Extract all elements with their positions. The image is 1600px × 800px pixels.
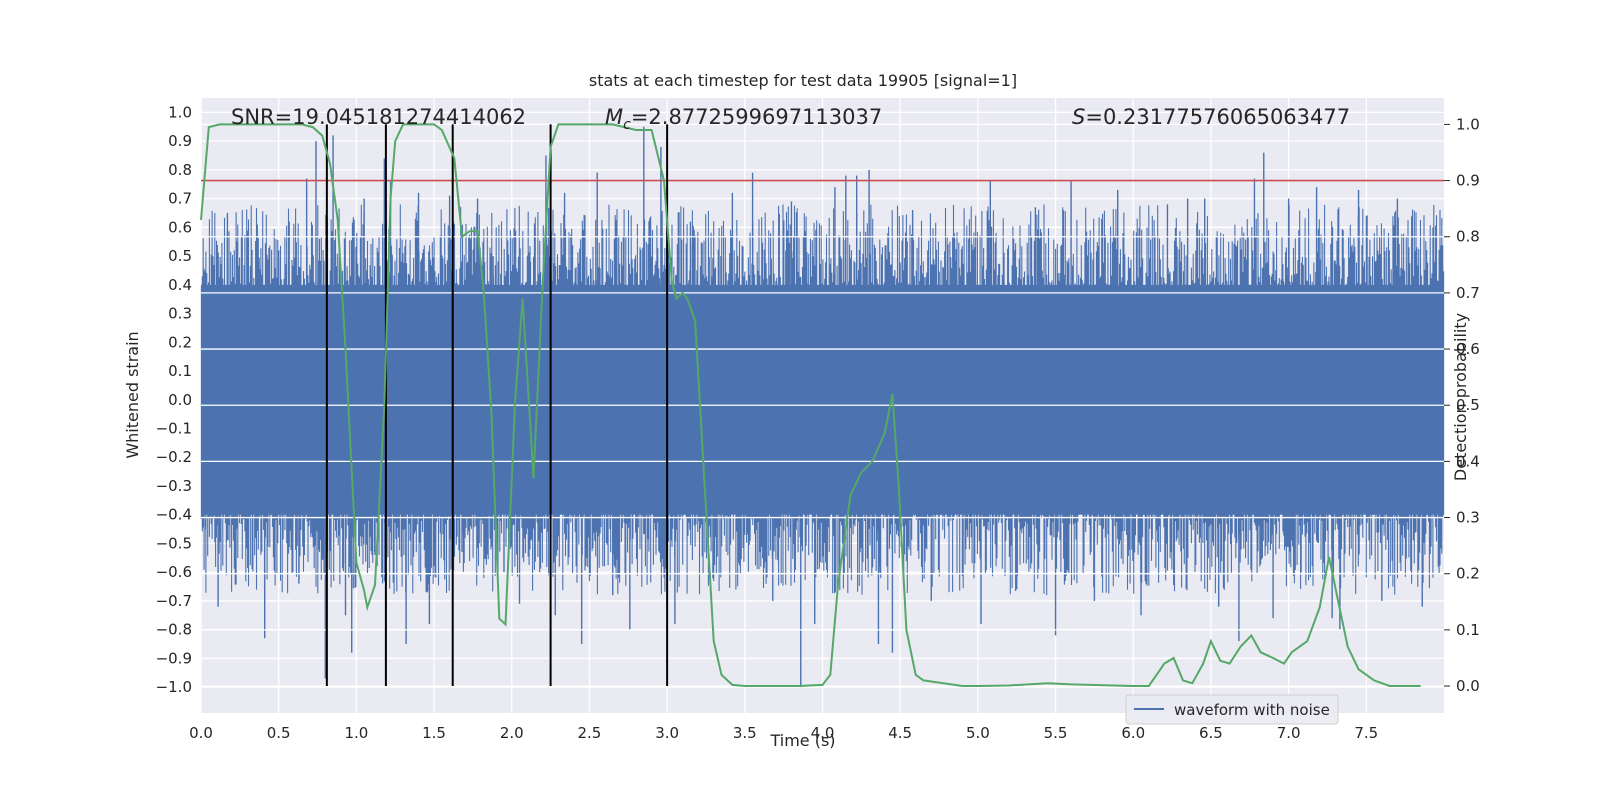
x-tick-label: 0.0: [189, 724, 213, 742]
y-tick-labels: 1.0 0.9 0.8 0.7 0.6 0.5 0.4 0.3 0.2 0.1 0.0 −0.1 −0.…: [156, 103, 192, 696]
x-tick-label: 2.0: [500, 724, 524, 742]
x-tick-label: 0.5: [267, 724, 291, 742]
right-tick-label: 1.0: [1456, 115, 1480, 133]
right-tick-label: 0.6: [1456, 340, 1480, 358]
x-tick-labels: 0.0 0.5 1.0 1.5 2.0 2.5 3.0 3.5 4.0 4.5 5.0 5.5 6.0 6…: [189, 724, 1378, 742]
y-tick-label: −0.2: [156, 448, 192, 466]
x-tick-label: 4.5: [888, 724, 912, 742]
y-tick-label: 0.3: [168, 305, 192, 323]
right-tick-label: 0.5: [1456, 396, 1480, 414]
right-tick-label: 0.7: [1456, 284, 1480, 302]
right-tick-label: 0.9: [1456, 172, 1480, 190]
y-tick-label: 0.2: [168, 333, 192, 351]
waveform-series: [200, 126, 1445, 688]
score-symbol: S: [1072, 105, 1085, 129]
snr-annotation: SNR=19.045181274414062: [231, 105, 526, 129]
y-tick-label: −0.6: [156, 563, 192, 581]
right-tick-label: 0.4: [1456, 452, 1480, 470]
x-tick-label: 4.0: [811, 724, 835, 742]
x-tick-label: 5.5: [1044, 724, 1068, 742]
right-tick-label: 0.2: [1456, 565, 1480, 583]
y-tick-label: 0.7: [168, 190, 192, 208]
x-tick-label: 3.0: [655, 724, 679, 742]
x-tick-label: 2.5: [578, 724, 602, 742]
legend-label: waveform with noise: [1174, 701, 1330, 719]
right-axis-label: Detection probability: [1451, 313, 1470, 481]
chart-title: stats at each timestep for test data 199…: [589, 71, 1017, 90]
x-tick-label: 1.0: [344, 724, 368, 742]
y-tick-label: 0.9: [168, 132, 192, 150]
right-tick-label: 0.0: [1456, 677, 1480, 695]
y-tick-label: −0.9: [156, 649, 192, 667]
x-axis-label: Time (s): [769, 731, 835, 750]
right-tick-label: 0.1: [1456, 621, 1480, 639]
score-annotation: S=0.23177576065063477: [1072, 105, 1350, 129]
y-tick-label: −0.8: [156, 621, 192, 639]
x-tick-label: 1.5: [422, 724, 446, 742]
right-tick-label: 0.3: [1456, 509, 1480, 527]
y-tick-label: 0.0: [168, 391, 192, 409]
right-tick-label: 0.8: [1456, 228, 1480, 246]
y-tick-label: 0.6: [168, 218, 192, 236]
y-tick-label: −0.3: [156, 477, 192, 495]
right-tick-labels: 1.0 0.9 0.8 0.7 0.6 0.5 0.4 0.3 0.2 0.1 0.0: [1444, 115, 1480, 695]
y-tick-label: 0.1: [168, 362, 192, 380]
y-tick-label: −0.4: [156, 506, 192, 524]
chirp-mass-subscript: c: [623, 117, 631, 133]
x-tick-label: 7.0: [1277, 724, 1301, 742]
probability-line: [200, 123, 1421, 687]
y-tick-label: −1.0: [156, 678, 192, 696]
y-tick-label: −0.1: [156, 419, 192, 437]
y-tick-label: 1.0: [168, 103, 192, 121]
chirp-mass-symbol: M: [605, 105, 623, 129]
y-tick-label: 0.5: [168, 247, 192, 265]
waveform-trace: [200, 204, 1445, 596]
y-tick-label: −0.7: [156, 592, 192, 610]
y-tick-label: 0.8: [168, 161, 192, 179]
plot-content: [200, 123, 1445, 688]
chirp-mass-annotation: Mc=2.8772599697113037: [605, 105, 882, 133]
chirp-mass-value: =2.8772599697113037: [631, 105, 882, 129]
legend: waveform with noise: [1125, 694, 1339, 725]
x-tick-label: 6.0: [1121, 724, 1145, 742]
y-tick-label: 0.4: [168, 276, 192, 294]
y-tick-label: −0.5: [156, 534, 192, 552]
score-value: =0.23177576065063477: [1085, 105, 1350, 129]
y-axis-label: Whitened strain: [123, 331, 142, 458]
legend-box: [1125, 694, 1339, 725]
x-tick-label: 7.5: [1354, 724, 1378, 742]
x-tick-label: 6.5: [1199, 724, 1223, 742]
x-tick-label: 3.5: [733, 724, 757, 742]
x-tick-label: 5.0: [966, 724, 990, 742]
